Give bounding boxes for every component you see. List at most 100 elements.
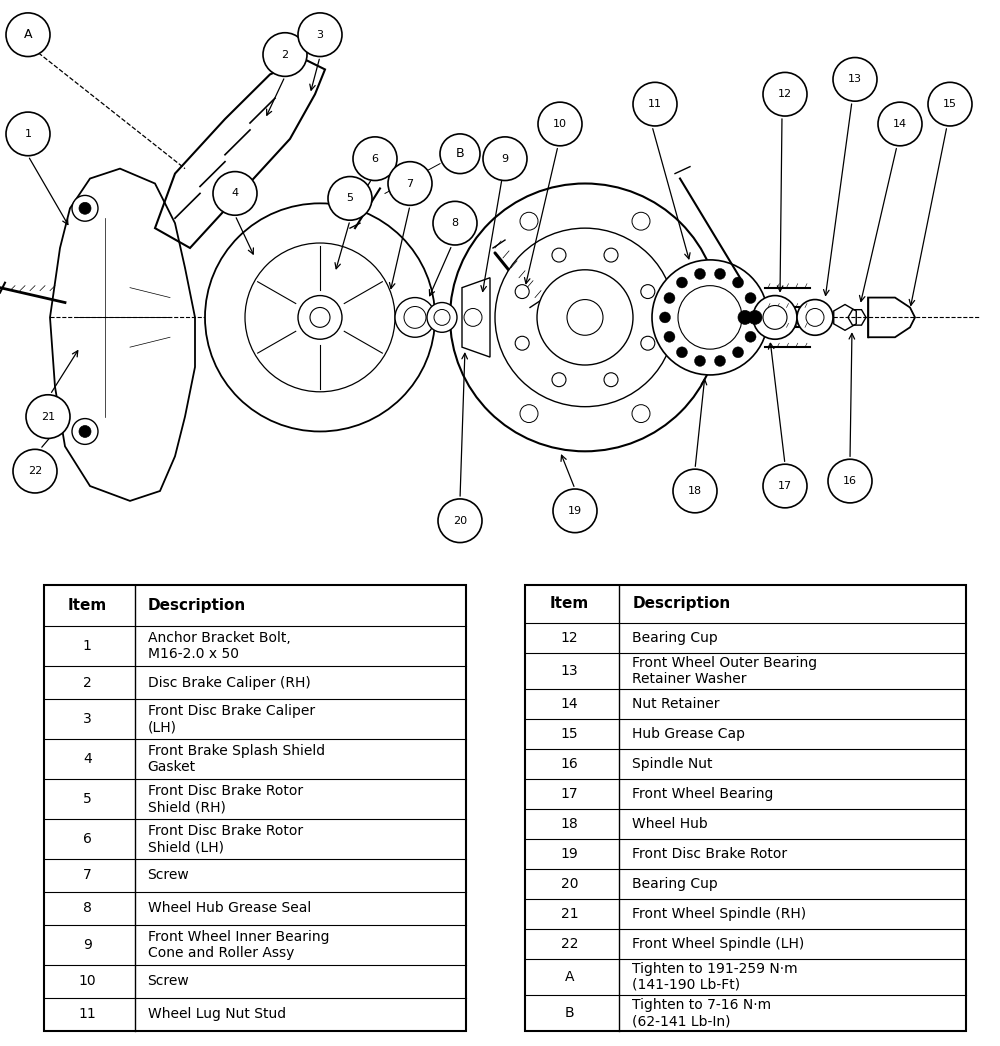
Text: 3: 3	[83, 712, 92, 726]
Text: 7: 7	[83, 868, 92, 883]
Circle shape	[806, 309, 824, 326]
Circle shape	[298, 13, 342, 56]
Text: 20: 20	[453, 516, 467, 526]
Circle shape	[553, 490, 597, 532]
Circle shape	[567, 299, 603, 336]
Text: 13: 13	[848, 74, 862, 85]
Text: 18: 18	[688, 486, 702, 496]
Circle shape	[26, 394, 70, 438]
Circle shape	[205, 203, 435, 431]
Text: Front Disc Brake Rotor
Shield (RH): Front Disc Brake Rotor Shield (RH)	[148, 783, 303, 814]
Circle shape	[763, 305, 787, 329]
Circle shape	[434, 310, 450, 325]
Circle shape	[438, 499, 482, 543]
Circle shape	[641, 285, 655, 298]
Text: B: B	[456, 147, 464, 160]
Text: Description: Description	[633, 596, 731, 611]
Circle shape	[72, 196, 98, 221]
Text: 1: 1	[83, 639, 92, 654]
Text: Wheel Hub Grease Seal: Wheel Hub Grease Seal	[148, 902, 311, 915]
Text: 12: 12	[561, 631, 578, 644]
Circle shape	[310, 308, 330, 327]
Circle shape	[515, 285, 529, 298]
Text: A: A	[24, 28, 32, 41]
Text: 5: 5	[83, 792, 92, 806]
Circle shape	[750, 312, 761, 323]
Circle shape	[353, 137, 397, 181]
Circle shape	[797, 299, 833, 336]
Text: 21: 21	[561, 907, 578, 920]
Text: 22: 22	[561, 936, 578, 951]
Text: Screw: Screw	[148, 975, 189, 988]
Circle shape	[641, 336, 655, 350]
Text: Front Disc Brake Rotor
Shield (LH): Front Disc Brake Rotor Shield (LH)	[148, 824, 303, 854]
Text: Anchor Bracket Bolt,
M16-2.0 x 50: Anchor Bracket Bolt, M16-2.0 x 50	[148, 631, 290, 661]
Circle shape	[552, 248, 566, 263]
Circle shape	[715, 269, 726, 279]
Text: Description: Description	[148, 598, 246, 613]
Circle shape	[676, 347, 687, 358]
Text: B: B	[565, 1006, 574, 1020]
Text: 15: 15	[561, 727, 578, 741]
Circle shape	[79, 202, 91, 214]
Circle shape	[395, 297, 435, 337]
Circle shape	[72, 418, 98, 445]
Text: Item: Item	[550, 596, 589, 611]
Circle shape	[733, 277, 744, 288]
Circle shape	[213, 172, 257, 215]
Circle shape	[388, 162, 432, 205]
Circle shape	[678, 286, 742, 349]
Text: Front Wheel Outer Bearing
Retainer Washer: Front Wheel Outer Bearing Retainer Washe…	[633, 656, 818, 686]
Text: 15: 15	[943, 99, 957, 109]
Circle shape	[520, 405, 538, 423]
Circle shape	[833, 58, 877, 101]
Text: 11: 11	[78, 1007, 96, 1022]
Text: 2: 2	[281, 49, 289, 60]
Text: Nut Retainer: Nut Retainer	[633, 697, 720, 710]
Text: 8: 8	[83, 902, 92, 915]
Text: 17: 17	[778, 481, 792, 491]
Text: 1: 1	[25, 129, 32, 139]
Circle shape	[328, 177, 372, 221]
Circle shape	[538, 103, 582, 145]
Circle shape	[604, 248, 618, 263]
Circle shape	[515, 336, 529, 350]
Circle shape	[715, 356, 726, 366]
Text: Tighten to 191-259 N·m
(141-190 Lb-Ft): Tighten to 191-259 N·m (141-190 Lb-Ft)	[633, 961, 798, 992]
Circle shape	[464, 309, 482, 326]
Circle shape	[828, 459, 872, 503]
Circle shape	[694, 356, 705, 366]
Circle shape	[753, 296, 797, 339]
Circle shape	[245, 243, 395, 392]
Circle shape	[263, 32, 307, 76]
Text: 14: 14	[561, 697, 578, 710]
Text: 10: 10	[553, 119, 567, 129]
Text: 16: 16	[843, 476, 857, 486]
Circle shape	[748, 311, 762, 324]
Text: 3: 3	[316, 29, 324, 40]
Circle shape	[79, 426, 91, 437]
Text: Screw: Screw	[148, 868, 189, 883]
Circle shape	[450, 183, 720, 451]
Text: 9: 9	[501, 154, 509, 164]
Text: 19: 19	[561, 846, 578, 861]
Text: 12: 12	[778, 89, 792, 99]
Circle shape	[13, 450, 57, 493]
Circle shape	[427, 302, 457, 333]
Circle shape	[928, 83, 972, 126]
Text: 20: 20	[561, 877, 578, 891]
Text: Hub Grease Cap: Hub Grease Cap	[633, 727, 746, 741]
Text: 21: 21	[41, 411, 55, 422]
Circle shape	[745, 332, 756, 342]
Circle shape	[298, 296, 342, 339]
Text: Front Wheel Bearing: Front Wheel Bearing	[633, 787, 774, 800]
Circle shape	[483, 137, 527, 181]
Text: 10: 10	[78, 975, 96, 988]
Text: 22: 22	[28, 467, 42, 476]
Circle shape	[552, 372, 566, 387]
Circle shape	[676, 277, 687, 288]
Text: 6: 6	[372, 154, 378, 164]
Text: 7: 7	[406, 179, 414, 188]
Circle shape	[878, 103, 922, 145]
Circle shape	[404, 306, 426, 328]
